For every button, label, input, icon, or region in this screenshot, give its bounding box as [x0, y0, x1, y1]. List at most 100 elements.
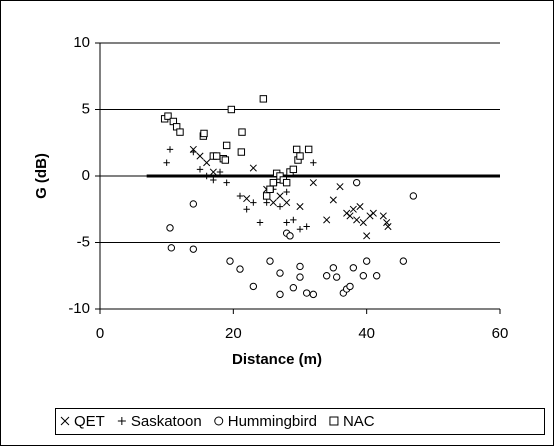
point [379, 212, 387, 220]
point [289, 165, 298, 174]
point [309, 179, 317, 187]
point [266, 185, 274, 194]
point [349, 205, 357, 213]
point [221, 156, 230, 164]
point [359, 218, 367, 227]
point [363, 232, 371, 240]
legend-box [55, 408, 545, 435]
legend-marker [117, 417, 126, 425]
point [259, 95, 268, 103]
legend-marker [214, 416, 224, 426]
point [276, 290, 284, 299]
point [296, 273, 304, 281]
point [283, 199, 291, 207]
point [216, 168, 224, 176]
y-tick-label: 0 [82, 167, 90, 184]
point [322, 272, 331, 280]
point [329, 196, 337, 204]
y-axis-title: G (dB) [33, 153, 50, 199]
point [269, 178, 278, 187]
x-tick-label: 0 [96, 325, 104, 342]
point [362, 257, 371, 265]
point [166, 224, 174, 232]
point [283, 219, 290, 226]
y-tick-label: 10 [73, 34, 90, 51]
point [263, 199, 270, 206]
point [256, 219, 264, 226]
point [222, 141, 231, 150]
point [167, 244, 176, 252]
point [276, 192, 284, 200]
point [310, 159, 317, 166]
point [163, 159, 170, 166]
point [209, 168, 217, 176]
point [189, 245, 198, 253]
point [296, 203, 304, 211]
x-tick-label: 20 [225, 325, 242, 342]
point [383, 218, 391, 227]
point [282, 178, 291, 187]
point [203, 172, 210, 180]
point [250, 199, 257, 206]
point [352, 178, 361, 187]
point [286, 232, 294, 240]
legend-marker [329, 416, 339, 426]
point [296, 152, 304, 160]
point [289, 284, 298, 292]
point [236, 265, 244, 273]
point [302, 289, 311, 297]
point [356, 203, 364, 211]
point [212, 152, 221, 160]
point [329, 264, 338, 272]
point [283, 188, 290, 196]
legend-label: Saskatoon [131, 413, 202, 430]
point [237, 148, 246, 156]
point [176, 128, 184, 136]
point [189, 200, 198, 208]
point [292, 145, 301, 154]
x-tick-label: 60 [492, 325, 509, 342]
point [276, 203, 284, 210]
point [346, 212, 354, 220]
point [296, 262, 304, 271]
point [409, 192, 418, 200]
point [359, 272, 368, 280]
point [336, 183, 344, 191]
point [262, 192, 271, 200]
point [369, 209, 377, 217]
point [309, 290, 318, 299]
point [346, 282, 354, 291]
point [223, 179, 230, 186]
point [304, 145, 313, 154]
point [210, 176, 217, 184]
point [243, 206, 250, 213]
point [384, 222, 392, 231]
point [190, 148, 197, 156]
point [249, 164, 257, 172]
legend-label: QET [74, 413, 105, 430]
point [303, 223, 310, 230]
point [266, 257, 274, 265]
point [276, 269, 284, 277]
point [323, 216, 331, 224]
point [238, 128, 246, 136]
point [269, 199, 277, 207]
point [166, 146, 174, 153]
point [296, 226, 304, 233]
point [200, 129, 208, 138]
legend-marker [60, 416, 70, 426]
point [249, 282, 258, 291]
point [236, 192, 244, 200]
point [290, 216, 297, 224]
point [196, 152, 204, 160]
point [349, 264, 358, 272]
point [203, 159, 211, 167]
point [196, 166, 204, 173]
y-tick-label: -10 [68, 300, 90, 317]
legend-label: NAC [343, 413, 375, 430]
point [332, 273, 341, 281]
y-tick-label: 5 [82, 100, 90, 117]
x-axis-title: Distance (m) [232, 351, 322, 368]
point [164, 112, 172, 120]
